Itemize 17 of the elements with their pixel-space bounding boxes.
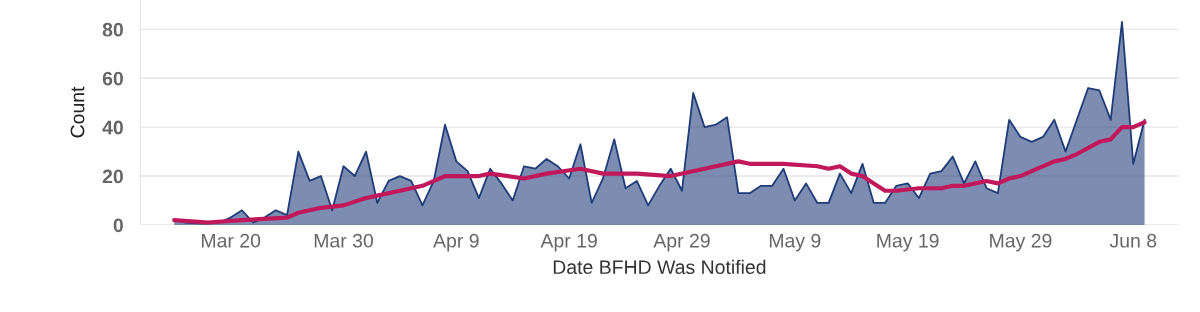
y-tick-label: 20 [102, 169, 123, 184]
y-axis-title: Count [70, 86, 85, 138]
x-tick-label: Apr 19 [540, 233, 597, 252]
line-series [172, 120, 1147, 225]
x-tick-label: Jun 8 [1109, 233, 1157, 248]
x-tick-label: Apr 9 [433, 233, 479, 252]
y-tick-label: 80 [102, 22, 123, 37]
x-tick-label: Mar 20 [202, 233, 261, 248]
x-tick-label: May 19 [877, 233, 939, 252]
x-tick-label: May 9 [769, 233, 821, 252]
x-axis-title: Date BFHD Was Notified [553, 259, 766, 275]
y-tick-label: 40 [102, 120, 123, 135]
x-tick-label: May 29 [990, 233, 1052, 252]
x-tick-label: Mar 30 [314, 233, 373, 248]
x-tick-label: Apr 29 [653, 233, 710, 252]
y-tick-label: 0 [113, 218, 123, 233]
y-tick-label: 60 [102, 71, 123, 86]
